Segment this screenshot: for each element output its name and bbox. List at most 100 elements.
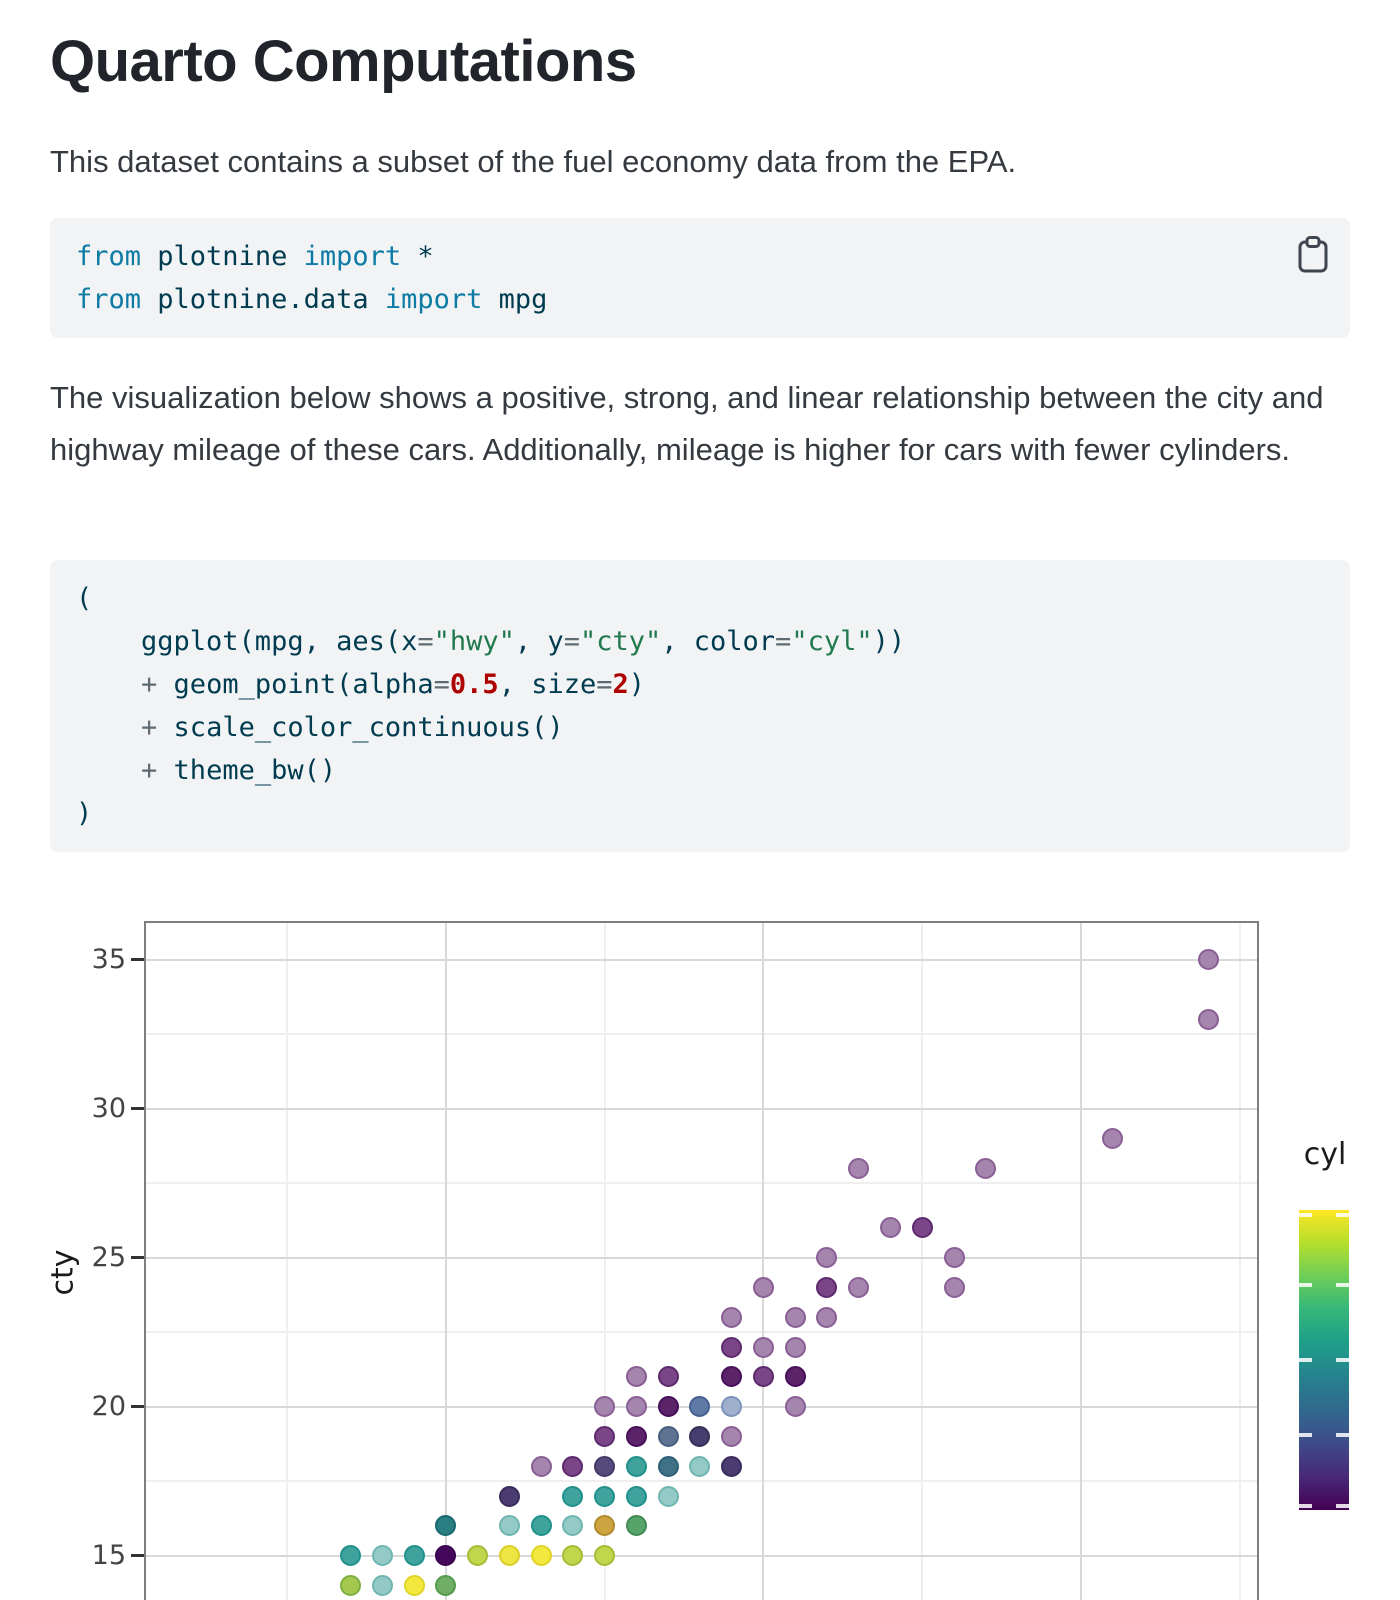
data-point <box>752 1366 774 1388</box>
gridline-minor-x <box>603 921 606 1600</box>
data-point <box>339 1545 361 1567</box>
code-line: + geom_point(alpha=0.5, size=2) <box>141 669 646 700</box>
y-axis-tick <box>131 958 144 962</box>
data-point <box>657 1485 679 1507</box>
data-point <box>1197 1008 1219 1030</box>
data-point <box>657 1426 679 1448</box>
data-point <box>721 1396 743 1418</box>
data-point <box>911 1217 933 1239</box>
colorbar-tick <box>1299 1433 1312 1437</box>
data-point <box>784 1366 806 1388</box>
y-axis-tick-label: 35 <box>91 943 126 975</box>
data-point <box>625 1455 647 1477</box>
data-point <box>721 1366 743 1388</box>
colorbar-tick <box>1336 1212 1349 1217</box>
data-point <box>562 1545 584 1567</box>
gridline-minor-y <box>144 1331 1259 1334</box>
data-point <box>435 1545 457 1567</box>
code-lines: ( ggplot(mpg, aes(x="hwy", y="cty", colo… <box>76 577 1324 835</box>
data-point <box>625 1396 647 1418</box>
data-point <box>752 1336 774 1358</box>
y-axis-tick <box>131 1554 144 1558</box>
code-block-imports: from plotnine import * from plotnine.data… <box>50 218 1350 338</box>
colorbar-tick <box>1299 1283 1312 1287</box>
colorbar-tick <box>1336 1358 1349 1362</box>
data-point <box>371 1545 393 1567</box>
data-point <box>657 1455 679 1477</box>
colorbar-tick <box>1336 1283 1349 1287</box>
data-point <box>625 1485 647 1507</box>
code-block-plot: ( ggplot(mpg, aes(x="hwy", y="cty", colo… <box>50 560 1350 852</box>
copy-code-button[interactable] <box>1296 234 1330 274</box>
data-point <box>848 1277 870 1299</box>
data-point <box>562 1455 584 1477</box>
data-point <box>594 1455 616 1477</box>
data-point <box>689 1426 711 1448</box>
gridline-major-x <box>762 921 765 1600</box>
data-point <box>625 1515 647 1537</box>
clipboard-icon <box>1296 236 1330 277</box>
data-point <box>594 1396 616 1418</box>
data-point <box>562 1515 584 1537</box>
intro-paragraph: This dataset contains a subset of the fu… <box>50 144 1017 179</box>
data-point <box>721 1455 743 1477</box>
data-point <box>943 1247 965 1269</box>
gridline-major-y <box>144 1256 1259 1259</box>
data-point <box>498 1485 520 1507</box>
gridline-major-x <box>1080 921 1083 1600</box>
data-point <box>435 1515 457 1537</box>
code-line: ) <box>76 798 93 829</box>
y-axis-tick-label: 20 <box>91 1390 126 1422</box>
data-point <box>339 1575 361 1597</box>
gridline-major-y <box>144 1554 1259 1557</box>
data-point <box>752 1277 774 1299</box>
colorbar-tick <box>1299 1503 1312 1508</box>
colorbar-tick <box>1299 1358 1312 1362</box>
y-axis-tick <box>131 1107 144 1111</box>
data-point <box>625 1426 647 1448</box>
code-lines: from plotnine import * from plotnine.data… <box>76 235 1324 321</box>
data-point <box>784 1306 806 1328</box>
data-point <box>816 1306 838 1328</box>
data-point <box>657 1366 679 1388</box>
data-point <box>816 1277 838 1299</box>
data-point <box>816 1247 838 1269</box>
y-axis-tick-label: 15 <box>91 1539 126 1571</box>
data-point <box>689 1396 711 1418</box>
legend-title: cyl <box>1303 1137 1347 1172</box>
code-line: ggplot(mpg, aes(x="hwy", y="cty", color=… <box>76 626 906 657</box>
data-point <box>721 1426 743 1448</box>
scatter-plot-figure: cty cyl 35 30 25 20 15 <box>0 900 1400 1600</box>
data-point <box>975 1157 997 1179</box>
data-point <box>435 1575 457 1597</box>
data-point <box>371 1575 393 1597</box>
data-point <box>530 1515 552 1537</box>
code-line: + scale_color_continuous() <box>141 712 564 743</box>
data-point <box>784 1336 806 1358</box>
code-line: + theme_bw() <box>141 755 337 786</box>
gridline-minor-x <box>1238 921 1241 1600</box>
data-point <box>594 1426 616 1448</box>
data-point <box>721 1336 743 1358</box>
data-point <box>1102 1128 1124 1150</box>
data-point <box>594 1545 616 1567</box>
y-axis-tick <box>131 1405 144 1409</box>
data-point <box>689 1455 711 1477</box>
data-point <box>403 1545 425 1567</box>
colorbar-tick <box>1299 1212 1312 1217</box>
data-point <box>784 1396 806 1418</box>
colorbar-tick <box>1336 1503 1349 1508</box>
data-point <box>625 1366 647 1388</box>
data-point <box>848 1157 870 1179</box>
data-point <box>562 1485 584 1507</box>
data-point <box>657 1396 679 1418</box>
y-axis-tick-label: 25 <box>91 1241 126 1273</box>
code-line: from plotnine.data import mpg <box>76 284 548 315</box>
code-line: ( <box>76 583 93 614</box>
colorbar-tick <box>1336 1433 1349 1437</box>
data-point <box>467 1545 489 1567</box>
data-point <box>530 1545 552 1567</box>
gridline-major-y <box>144 1107 1259 1110</box>
data-point <box>403 1575 425 1597</box>
data-point <box>530 1455 552 1477</box>
